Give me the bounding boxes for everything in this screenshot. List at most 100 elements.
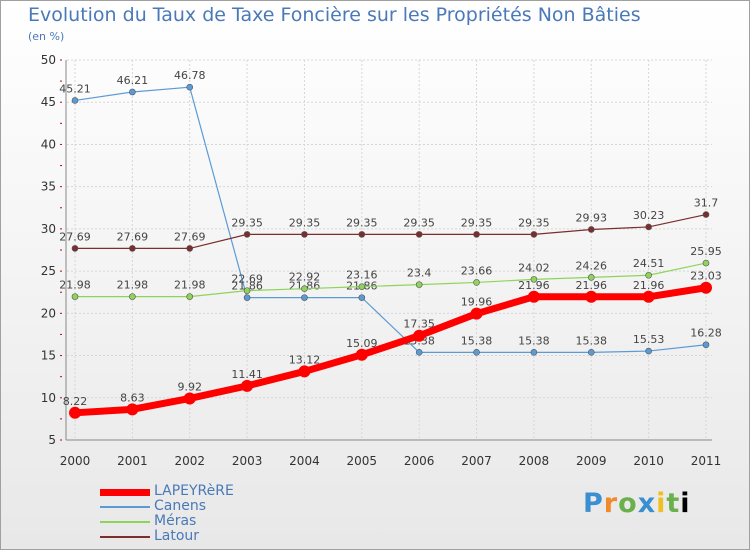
data-label: 15.09 bbox=[346, 337, 378, 350]
data-point bbox=[702, 341, 710, 349]
y-tick-label: 5 bbox=[48, 433, 56, 447]
data-point bbox=[298, 365, 311, 378]
data-point bbox=[129, 88, 136, 96]
data-label: 22.69 bbox=[231, 273, 263, 286]
data-point bbox=[301, 294, 308, 301]
proxiti-logo: Proxiti bbox=[583, 488, 691, 519]
data-label: 46.21 bbox=[117, 74, 149, 87]
legend-label: Canens bbox=[154, 498, 207, 514]
data-point bbox=[527, 290, 540, 303]
legend-label: Méras bbox=[154, 513, 197, 529]
data-point bbox=[301, 285, 308, 292]
legend-swatch bbox=[100, 521, 150, 523]
legend-swatch bbox=[100, 536, 150, 538]
data-label: 29.35 bbox=[346, 216, 378, 229]
data-label: 27.69 bbox=[174, 230, 206, 243]
data-point bbox=[642, 290, 655, 303]
y-tick-label: 30 bbox=[41, 222, 56, 236]
data-label: 15.38 bbox=[518, 334, 550, 347]
series-line-lapeyrère bbox=[74, 284, 707, 417]
logo-letter: x bbox=[637, 488, 657, 519]
data-label: 23.16 bbox=[346, 269, 378, 282]
data-point bbox=[129, 245, 136, 252]
x-tick-label: 2000 bbox=[60, 454, 91, 468]
data-point bbox=[473, 231, 480, 238]
data-label: 15.53 bbox=[633, 333, 665, 346]
legend-swatch bbox=[100, 506, 150, 508]
data-label: 25.95 bbox=[690, 245, 722, 258]
data-point bbox=[129, 293, 136, 300]
data-label: 46.78 bbox=[174, 69, 206, 82]
data-label: 13.12 bbox=[289, 353, 321, 366]
logo-letter: P bbox=[583, 488, 604, 519]
data-point bbox=[355, 348, 368, 361]
x-tick-label: 2004 bbox=[289, 454, 320, 468]
legend-label: LAPEYRèRE bbox=[154, 483, 234, 499]
data-point bbox=[645, 271, 652, 279]
data-point bbox=[183, 392, 196, 405]
data-label: 21.96 bbox=[518, 279, 550, 292]
x-tick-label: 2005 bbox=[347, 454, 378, 468]
data-label: 9.92 bbox=[177, 380, 202, 393]
data-label: 8.22 bbox=[63, 395, 88, 408]
legend-label: Latour bbox=[154, 528, 200, 544]
x-tick-label: 2011 bbox=[691, 454, 722, 468]
y-tick-label: 15 bbox=[41, 349, 56, 363]
data-label: 15.38 bbox=[461, 334, 493, 347]
data-point bbox=[415, 281, 423, 288]
x-tick-label: 2007 bbox=[461, 454, 492, 468]
x-tick-label: 2006 bbox=[404, 454, 435, 468]
data-label: 27.69 bbox=[59, 230, 91, 243]
data-point bbox=[241, 379, 254, 392]
data-point bbox=[473, 279, 480, 286]
data-label: 29.35 bbox=[461, 216, 493, 229]
data-label: 24.51 bbox=[633, 257, 665, 270]
data-point bbox=[71, 293, 79, 300]
data-label: 21.98 bbox=[59, 279, 91, 292]
data-point bbox=[358, 294, 366, 301]
data-label: 23.66 bbox=[461, 264, 493, 277]
data-point bbox=[243, 231, 251, 238]
data-label: 45.21 bbox=[59, 82, 91, 95]
data-label: 17.35 bbox=[403, 318, 435, 331]
data-point bbox=[243, 294, 251, 301]
data-label: 8.63 bbox=[120, 391, 145, 404]
series-line-latour bbox=[75, 213, 707, 249]
chart-subtitle: (en %) bbox=[28, 30, 65, 43]
data-point bbox=[71, 245, 79, 252]
y-tick-label: 25 bbox=[41, 264, 56, 278]
data-label: 30.23 bbox=[633, 209, 665, 222]
x-tick-label: 2001 bbox=[117, 454, 148, 468]
data-point bbox=[702, 259, 710, 267]
data-point bbox=[645, 347, 652, 355]
data-point bbox=[702, 211, 710, 218]
y-tick-label: 20 bbox=[41, 306, 56, 320]
data-point bbox=[71, 97, 79, 104]
data-label: 21.96 bbox=[633, 279, 665, 292]
data-label: 23.03 bbox=[690, 270, 722, 283]
data-point bbox=[415, 231, 423, 238]
data-label: 29.35 bbox=[289, 216, 321, 229]
logo-letter: r bbox=[603, 488, 619, 519]
data-point bbox=[415, 349, 423, 356]
data-label: 29.35 bbox=[518, 216, 550, 229]
series-line-canens bbox=[74, 86, 707, 353]
series-line-méras bbox=[75, 262, 707, 298]
data-point bbox=[186, 83, 194, 91]
chart-title: Evolution du Taux de Taxe Foncière sur l… bbox=[28, 4, 641, 26]
data-label: 16.28 bbox=[690, 327, 722, 340]
logo-letter: o bbox=[618, 488, 638, 519]
data-point bbox=[587, 226, 595, 233]
data-point bbox=[530, 349, 538, 356]
y-tick-label: 45 bbox=[41, 95, 56, 109]
data-label: 11.41 bbox=[231, 368, 263, 381]
data-point bbox=[470, 307, 483, 320]
y-tick-label: 50 bbox=[41, 53, 56, 67]
data-label: 31.7 bbox=[694, 197, 719, 210]
data-point bbox=[69, 406, 81, 419]
data-point bbox=[530, 276, 538, 283]
data-point bbox=[358, 283, 366, 290]
data-label: 24.26 bbox=[576, 259, 608, 272]
